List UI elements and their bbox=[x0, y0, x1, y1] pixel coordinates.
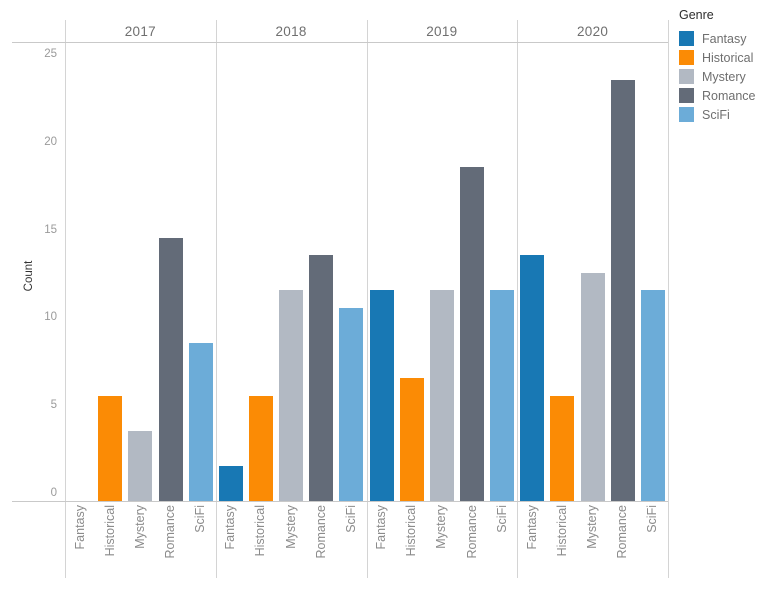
bar-2018-SciFi[interactable] bbox=[339, 307, 364, 501]
legend: Genre Fantasy Historical Mystery Romance Sci… bbox=[679, 8, 771, 124]
x-label-2018-Fantasy: Fantasy bbox=[223, 505, 238, 550]
y-tick-0: 0 bbox=[50, 487, 57, 499]
header-separator-line bbox=[12, 42, 668, 43]
legend-item-Mystery[interactable]: Mystery bbox=[679, 67, 771, 86]
facet-header-2017: 2017 bbox=[65, 20, 216, 42]
bar-2019-Historical[interactable] bbox=[399, 378, 424, 501]
x-label-2019-Mystery: Mystery bbox=[434, 505, 449, 549]
panel-divider bbox=[367, 20, 368, 578]
legend-label: Fantasy bbox=[702, 31, 747, 46]
x-label-2017-Fantasy: Fantasy bbox=[72, 505, 87, 550]
panel-divider bbox=[216, 20, 217, 578]
x-label-2017-Romance: Romance bbox=[163, 505, 178, 559]
legend-label: Historical bbox=[702, 50, 754, 65]
legend-swatch-Romance bbox=[679, 88, 694, 103]
legend-swatch-Fantasy bbox=[679, 31, 694, 46]
x-label-2019-Fantasy: Fantasy bbox=[374, 505, 389, 550]
x-label-2020-Fantasy: Fantasy bbox=[524, 505, 539, 550]
bar-2018-Romance[interactable] bbox=[309, 255, 334, 501]
legend-items: Fantasy Historical Mystery Romance SciFi bbox=[679, 29, 771, 124]
bar-2019-Romance[interactable] bbox=[460, 167, 485, 501]
bar-2017-Mystery[interactable] bbox=[128, 430, 153, 501]
y-tick-20: 20 bbox=[44, 135, 57, 148]
y-tick-15: 15 bbox=[44, 223, 57, 236]
y-tick-5: 5 bbox=[50, 399, 57, 412]
x-label-2020-Mystery: Mystery bbox=[585, 505, 600, 549]
legend-swatch-Mystery bbox=[679, 69, 694, 84]
y-tick-25: 25 bbox=[44, 48, 57, 60]
bar-2019-Fantasy[interactable] bbox=[369, 290, 394, 501]
legend-label: Mystery bbox=[702, 69, 746, 84]
legend-item-Historical[interactable]: Historical bbox=[679, 48, 771, 67]
bar-2019-Mystery[interactable] bbox=[429, 290, 454, 501]
facet-header-2019: 2019 bbox=[367, 20, 518, 42]
x-label-2017-Mystery: Mystery bbox=[132, 505, 147, 549]
y-tick-10: 10 bbox=[44, 311, 57, 324]
bar-2017-Romance[interactable] bbox=[158, 237, 183, 501]
legend-label: Romance bbox=[702, 88, 756, 103]
legend-swatch-SciFi bbox=[679, 107, 694, 122]
facet-header-label: 2018 bbox=[275, 23, 307, 39]
x-label-2018-Romance: Romance bbox=[313, 505, 328, 559]
x-label-2020-SciFi: SciFi bbox=[645, 505, 660, 533]
bar-2020-SciFi[interactable] bbox=[640, 290, 665, 501]
panel-divider bbox=[517, 20, 518, 578]
x-label-2017-SciFi: SciFi bbox=[193, 505, 208, 533]
legend-label: SciFi bbox=[702, 107, 730, 122]
facet-header-2020: 2020 bbox=[517, 20, 668, 42]
legend-item-SciFi[interactable]: SciFi bbox=[679, 105, 771, 124]
bar-2020-Romance[interactable] bbox=[610, 79, 635, 501]
bar-2018-Mystery[interactable] bbox=[279, 290, 304, 501]
y-axis-title: Count bbox=[23, 260, 35, 292]
facet-header-label: 2020 bbox=[577, 23, 609, 39]
facet-header-label: 2017 bbox=[124, 23, 156, 39]
x-label-2019-Historical: Historical bbox=[404, 505, 419, 557]
y-axis-line bbox=[65, 20, 66, 578]
panel-divider bbox=[668, 20, 669, 578]
bar-2019-SciFi[interactable] bbox=[490, 290, 515, 501]
x-label-2018-Mystery: Mystery bbox=[283, 505, 298, 549]
x-label-2019-Romance: Romance bbox=[464, 505, 479, 559]
bar-2018-Fantasy[interactable] bbox=[218, 465, 243, 501]
legend-title: Genre bbox=[679, 8, 714, 22]
x-label-2020-Historical: Historical bbox=[554, 505, 569, 557]
facet-header-label: 2019 bbox=[426, 23, 458, 39]
legend-item-Fantasy[interactable]: Fantasy bbox=[679, 29, 771, 48]
bar-2020-Historical[interactable] bbox=[550, 395, 575, 501]
x-label-2018-SciFi: SciFi bbox=[343, 505, 358, 533]
facet-header-2018: 2018 bbox=[216, 20, 367, 42]
bar-2018-Historical[interactable] bbox=[248, 395, 273, 501]
bar-2020-Mystery[interactable] bbox=[580, 272, 605, 501]
x-label-2018-Historical: Historical bbox=[253, 505, 268, 557]
x-axis-line bbox=[12, 501, 668, 502]
x-label-2017-Historical: Historical bbox=[102, 505, 117, 557]
x-label-2020-Romance: Romance bbox=[615, 505, 630, 559]
legend-item-Romance[interactable]: Romance bbox=[679, 86, 771, 105]
bar-2017-Historical[interactable] bbox=[98, 395, 123, 501]
x-label-2019-SciFi: SciFi bbox=[494, 505, 509, 533]
bar-2020-Fantasy[interactable] bbox=[520, 255, 545, 501]
legend-swatch-Historical bbox=[679, 50, 694, 65]
bar-2017-SciFi[interactable] bbox=[188, 342, 213, 501]
